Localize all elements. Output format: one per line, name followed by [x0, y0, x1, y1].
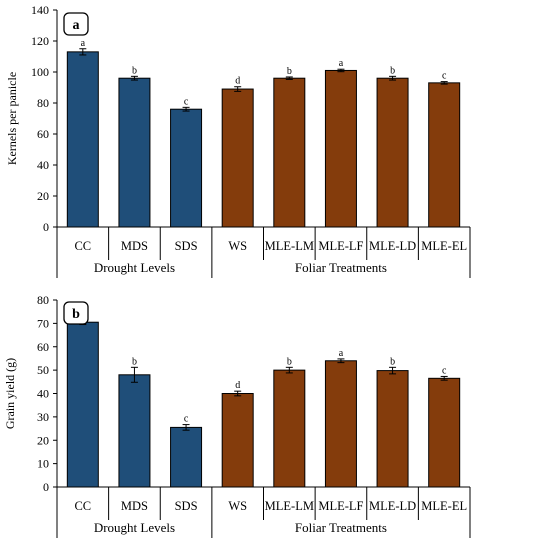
category-label: MLE-LD: [369, 499, 416, 513]
significance-letter: b: [287, 66, 292, 77]
y-tick-label: 120: [31, 34, 49, 48]
y-axis-title: Kernels per panicle: [5, 72, 19, 165]
y-tick-label: 80: [37, 293, 49, 307]
y-tick-label: 30: [37, 410, 49, 424]
panel-tag: a: [63, 12, 89, 36]
category-label: CC: [74, 239, 91, 253]
bar-mle-lm: [273, 77, 306, 228]
category-label: MDS: [121, 499, 148, 513]
significance-letter: b: [390, 65, 395, 76]
category-label: MLE-EL: [421, 239, 467, 253]
category-label: CC: [74, 499, 91, 513]
group-label: Drought Levels: [94, 260, 175, 275]
bar-mle-ld: [376, 77, 409, 228]
y-tick-label: 80: [37, 96, 49, 110]
bar-mle-lm: [273, 369, 306, 488]
bar-mds: [118, 77, 151, 228]
bar-mle-lf: [324, 69, 357, 228]
category-label: WS: [228, 499, 247, 513]
category-label: MDS: [121, 239, 148, 253]
significance-letter: d: [235, 76, 240, 87]
y-tick-label: 10: [37, 457, 49, 471]
y-tick-label: 0: [43, 480, 49, 494]
category-label: WS: [228, 239, 247, 253]
category-label: MLE-LM: [265, 499, 314, 513]
significance-letter: c: [442, 365, 447, 376]
y-tick-label: 60: [37, 127, 49, 141]
panel-tag-box: [63, 12, 89, 36]
bar-sds: [170, 108, 203, 228]
significance-letter: a: [81, 38, 86, 49]
bar-ws: [221, 88, 254, 228]
y-tick-label: 40: [37, 387, 49, 401]
y-tick-label: 140: [31, 3, 49, 17]
category-label: MLE-LM: [265, 239, 314, 253]
category-label: MLE-LF: [318, 499, 363, 513]
panel-b-grain-yield-chart: 0 10 20 30 40 50 60 70 80 Grain yield (g) Drought …: [3, 293, 471, 538]
bar-sds: [170, 426, 203, 488]
significance-letter: a: [339, 348, 344, 359]
panel-a-kernels-per-panicle-chart: 0 20 40 60 80 100 120 140 Kernels per panicle Dro…: [5, 3, 471, 278]
y-tick-label: 50: [37, 363, 49, 377]
y-tick-label: 70: [37, 316, 49, 330]
panel-tag-label: b: [72, 307, 80, 322]
bar-mle-el: [428, 377, 461, 488]
category-label: MLE-EL: [421, 499, 467, 513]
y-tick-label: 60: [37, 340, 49, 354]
bar-mle-ld: [376, 370, 409, 488]
bar-cc: [66, 51, 99, 228]
group-label: Foliar Treatments: [295, 260, 387, 275]
category-label: SDS: [175, 499, 198, 513]
category-label: SDS: [175, 239, 198, 253]
bar-mds: [118, 374, 151, 488]
y-tick-label: 0: [43, 220, 49, 234]
category-label: MLE-LF: [318, 239, 363, 253]
significance-letter: b: [287, 356, 292, 367]
y-tick-label: 40: [37, 158, 49, 172]
category-label: MLE-LD: [369, 239, 416, 253]
bar-mle-el: [428, 82, 461, 228]
group-label: Drought Levels: [94, 520, 175, 535]
group-label: Foliar Treatments: [295, 520, 387, 535]
panel-tag: b: [63, 301, 89, 325]
significance-letter: b: [390, 356, 395, 367]
significance-letter: c: [184, 96, 189, 107]
y-tick-label: 100: [31, 65, 49, 79]
bar-cc: [66, 321, 99, 488]
significance-letter: b: [132, 65, 137, 76]
significance-letter: c: [184, 414, 189, 425]
y-axis-title: Grain yield (g): [3, 358, 17, 429]
significance-letter: b: [132, 356, 137, 367]
y-tick-label: 20: [37, 189, 49, 203]
bar-mle-lf: [324, 360, 357, 488]
significance-letter: a: [339, 58, 344, 69]
bar-ws: [221, 393, 254, 488]
significance-letter: c: [442, 71, 447, 82]
panel-tag-box: [63, 301, 89, 325]
significance-letter: d: [235, 380, 240, 391]
panel-tag-label: a: [73, 18, 80, 33]
y-tick-label: 20: [37, 433, 49, 447]
